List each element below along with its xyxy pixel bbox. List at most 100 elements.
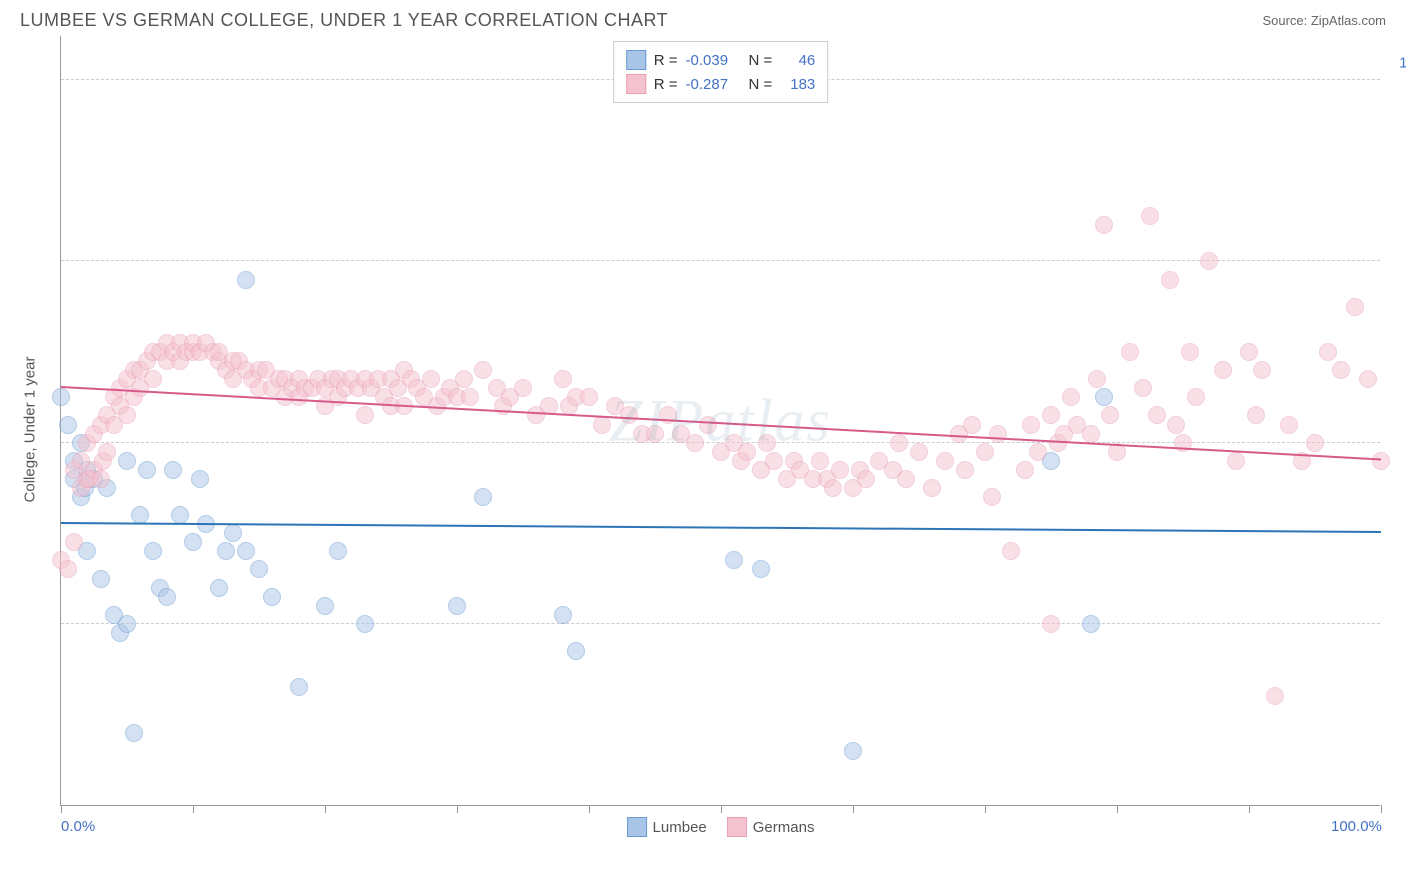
scatter-point	[158, 588, 176, 606]
scatter-point	[923, 479, 941, 497]
scatter-point	[118, 615, 136, 633]
scatter-point	[1187, 388, 1205, 406]
scatter-point	[963, 416, 981, 434]
x-tick	[193, 805, 194, 813]
scatter-point	[184, 533, 202, 551]
scatter-point	[164, 461, 182, 479]
scatter-point	[59, 416, 77, 434]
scatter-point	[461, 388, 479, 406]
gridline	[61, 260, 1380, 261]
x-tick	[1249, 805, 1250, 813]
scatter-point	[1095, 388, 1113, 406]
scatter-point	[217, 542, 235, 560]
stat-legend: R = -0.039 N = 46 R =-0.287N =183	[613, 41, 829, 103]
legend-label: Germans	[753, 819, 815, 836]
scatter-point	[910, 443, 928, 461]
scatter-point	[263, 588, 281, 606]
scatter-point	[118, 452, 136, 470]
stat-r-value: -0.039	[686, 52, 741, 69]
legend-label: Lumbee	[653, 819, 707, 836]
scatter-point	[1029, 443, 1047, 461]
scatter-point	[897, 470, 915, 488]
scatter-point	[1266, 687, 1284, 705]
scatter-point	[1240, 343, 1258, 361]
x-tick	[589, 805, 590, 813]
scatter-point	[210, 579, 228, 597]
scatter-point	[983, 488, 1001, 506]
scatter-point	[1141, 207, 1159, 225]
scatter-point	[92, 470, 110, 488]
scatter-point	[554, 370, 572, 388]
scatter-point	[1088, 370, 1106, 388]
scatter-point	[422, 370, 440, 388]
scatter-point	[976, 443, 994, 461]
stat-r-value: -0.287	[686, 76, 741, 93]
scatter-point	[1101, 406, 1119, 424]
scatter-point	[890, 434, 908, 452]
bottom-legend: Lumbee Germans	[627, 817, 815, 837]
y-axis-label: College, Under 1 year	[22, 357, 39, 503]
scatter-point	[171, 506, 189, 524]
scatter-point	[765, 452, 783, 470]
legend-swatch	[626, 50, 646, 70]
scatter-point	[474, 488, 492, 506]
scatter-point	[1082, 425, 1100, 443]
scatter-point	[59, 560, 77, 578]
scatter-point	[1359, 370, 1377, 388]
stat-n-label: N =	[749, 52, 773, 69]
scatter-point	[1200, 252, 1218, 270]
scatter-point	[1042, 615, 1060, 633]
scatter-point	[65, 533, 83, 551]
scatter-point	[554, 606, 572, 624]
scatter-point	[1332, 361, 1350, 379]
stat-n-value: 183	[780, 76, 815, 93]
x-tick	[853, 805, 854, 813]
scatter-point	[224, 524, 242, 542]
scatter-point	[811, 452, 829, 470]
scatter-point	[1280, 416, 1298, 434]
chart-title: LUMBEE VS GERMAN COLLEGE, UNDER 1 YEAR C…	[20, 10, 668, 31]
legend-item: Germans	[727, 817, 815, 837]
x-tick-label: 100.0%	[1331, 818, 1382, 835]
scatter-point	[758, 434, 776, 452]
scatter-point	[1319, 343, 1337, 361]
scatter-point	[118, 406, 136, 424]
scatter-point	[989, 425, 1007, 443]
scatter-point	[580, 388, 598, 406]
scatter-point	[1062, 388, 1080, 406]
scatter-point	[144, 542, 162, 560]
scatter-point	[92, 570, 110, 588]
scatter-point	[1253, 361, 1271, 379]
scatter-point	[1095, 216, 1113, 234]
scatter-point	[1346, 298, 1364, 316]
scatter-point	[138, 461, 156, 479]
scatter-point	[191, 470, 209, 488]
y-tick-label: 100.0%	[1399, 55, 1406, 72]
scatter-point	[1306, 434, 1324, 452]
plot-area: ZIPatlas R =-0.039N =46R =-0.287N =183 L…	[60, 36, 1380, 806]
scatter-point	[1016, 461, 1034, 479]
scatter-point	[250, 560, 268, 578]
x-tick	[1381, 805, 1382, 813]
scatter-point	[98, 443, 116, 461]
scatter-point	[1148, 406, 1166, 424]
scatter-point	[1082, 615, 1100, 633]
stat-legend-row: R =-0.287N =183	[626, 72, 816, 96]
chart-container: College, Under 1 year ZIPatlas R =-0.039…	[20, 36, 1386, 806]
x-tick	[721, 805, 722, 813]
scatter-point	[1214, 361, 1232, 379]
scatter-point	[567, 642, 585, 660]
scatter-point	[1372, 452, 1390, 470]
x-tick	[1117, 805, 1118, 813]
scatter-point	[1042, 406, 1060, 424]
stat-legend-row: R = -0.039 N = 46	[626, 48, 816, 72]
chart-source: Source: ZipAtlas.com	[1262, 13, 1386, 28]
stat-r-label: R =	[654, 52, 678, 69]
scatter-point	[52, 388, 70, 406]
scatter-point	[857, 470, 875, 488]
scatter-point	[936, 452, 954, 470]
legend-item: Lumbee	[627, 817, 707, 837]
scatter-point	[725, 551, 743, 569]
scatter-point	[455, 370, 473, 388]
stat-n-value: 46	[780, 52, 815, 69]
